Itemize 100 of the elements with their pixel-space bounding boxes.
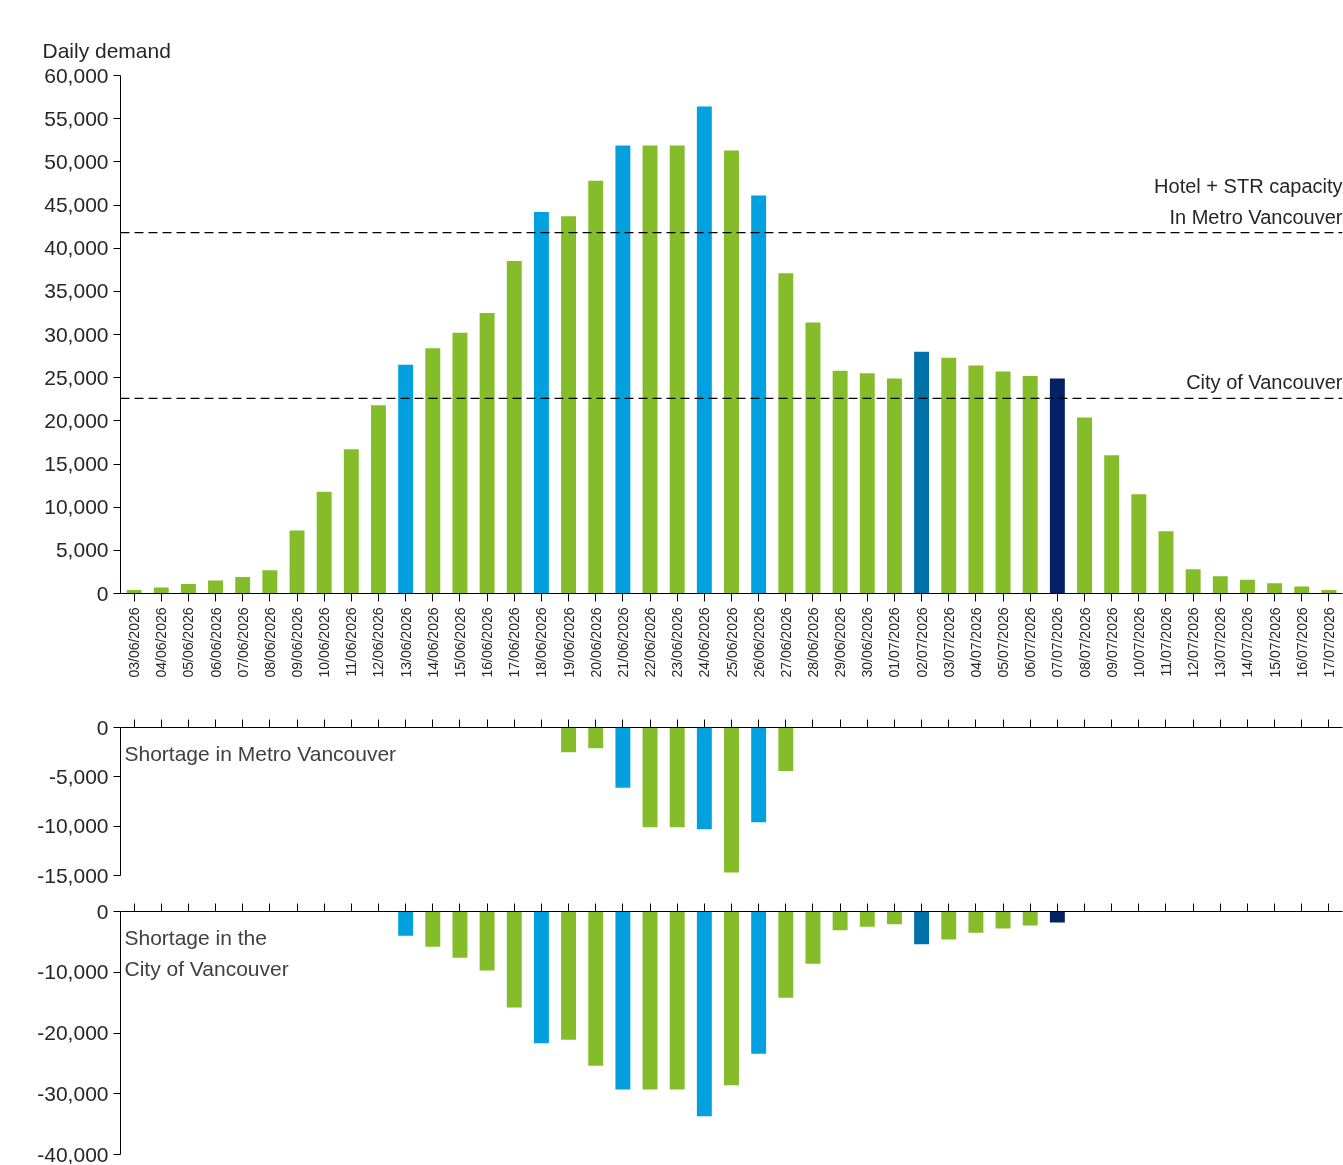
x-tick-label: 04/07/2026	[967, 607, 984, 678]
y-tick-label: 35,000	[44, 279, 109, 303]
x-tick-label: 24/06/2026	[696, 607, 713, 678]
bar	[343, 449, 359, 594]
x-tick-label: 14/07/2026	[1239, 607, 1256, 678]
x-tick-label: 16/07/2026	[1293, 607, 1310, 678]
x-tick-label: 12/07/2026	[1185, 607, 1202, 678]
x-tick-label: 06/07/2026	[1022, 607, 1039, 678]
bar	[832, 370, 848, 594]
x-tick-label: 10/06/2026	[316, 607, 333, 678]
bar	[642, 145, 658, 594]
x-tick-label: 19/06/2026	[560, 607, 577, 678]
x-tick-label: 16/06/2026	[479, 607, 496, 678]
y-tick-label: -20,000	[37, 1021, 109, 1044]
y-tick-label: 0	[96, 715, 109, 739]
x-tick-label: 03/07/2026	[940, 607, 957, 678]
y-tick-label: -40,000	[37, 1142, 109, 1165]
x-tick-label: 25/06/2026	[723, 607, 740, 678]
x-tick-label: 17/06/2026	[506, 607, 523, 678]
text: Shortage in Metro Vancouver	[124, 741, 397, 765]
x-tick-label: 11/06/2026	[343, 607, 360, 677]
bar	[533, 211, 549, 594]
y-tick-label: -10,000	[37, 960, 109, 984]
bar	[941, 357, 957, 594]
bar	[1185, 569, 1201, 594]
bar	[1077, 417, 1092, 594]
bar	[724, 150, 739, 594]
y-tick-label: 50,000	[44, 149, 109, 173]
x-tick-label: 28/06/2026	[804, 607, 821, 678]
x-tick-label: 09/07/2026	[1103, 607, 1120, 678]
x-tick-label: 15/07/2026	[1266, 607, 1283, 678]
y-tick-label: 45,000	[44, 193, 109, 216]
x-tick-label: 20/06/2026	[587, 607, 604, 678]
bar	[561, 216, 577, 594]
bar	[1267, 583, 1283, 594]
bar	[452, 332, 468, 594]
ref-line-label: Hotel + STR capacity In Metro Vancouver	[1154, 174, 1343, 228]
y-tick-label: 25,000	[44, 365, 109, 389]
x-tick-label: 23/06/2026	[669, 607, 686, 678]
x-tick-label: 26/06/2026	[750, 607, 767, 678]
x-tick-label: 03/06/2026	[126, 607, 143, 678]
y-tick-label: -5,000	[48, 764, 109, 788]
bar	[180, 584, 196, 594]
bar	[886, 378, 902, 594]
x-tick-label: 11/07/2026	[1157, 607, 1174, 677]
x-tick-label: 08/07/2026	[1076, 607, 1093, 678]
bar	[995, 371, 1011, 594]
y-tick-label: 0	[96, 581, 109, 605]
bar	[751, 195, 767, 594]
x-tick-label: 04/06/2026	[153, 607, 170, 678]
bar	[1212, 576, 1228, 594]
y-tick-label: 10,000	[44, 495, 109, 519]
y-tick-label: 60,000	[44, 63, 109, 87]
x-tick-label: 02/07/2026	[913, 607, 930, 678]
bar	[1131, 494, 1147, 594]
bar	[1022, 375, 1038, 594]
y-tick-label: 20,000	[44, 408, 109, 432]
x-tick-label: 27/06/2026	[777, 607, 794, 678]
bar	[859, 373, 875, 594]
x-tick-label: 30/06/2026	[859, 607, 876, 678]
y-tick-label: 30,000	[44, 322, 109, 346]
bar	[914, 351, 930, 594]
x-tick-label: 13/07/2026	[1212, 607, 1229, 678]
bar	[1104, 455, 1120, 594]
bar	[696, 106, 712, 594]
ref-line-label: City of Vancouver	[1186, 371, 1343, 394]
x-tick-label: 13/06/2026	[397, 607, 414, 678]
bar	[669, 145, 685, 594]
bar	[208, 580, 224, 594]
bar	[398, 364, 414, 594]
bar	[153, 587, 169, 594]
bar	[588, 180, 604, 594]
y-tick-label: 5,000	[55, 538, 109, 562]
x-tick-label: 01/07/2026	[886, 607, 903, 678]
x-tick-label: 29/06/2026	[832, 607, 849, 678]
x-tick-label: 12/06/2026	[370, 607, 387, 678]
x-tick-label: 15/06/2026	[451, 607, 468, 678]
x-tick-label: 09/06/2026	[289, 607, 306, 678]
x-tick-label: 10/07/2026	[1130, 607, 1147, 678]
x-tick-label: 14/06/2026	[424, 607, 441, 678]
bar	[262, 570, 278, 594]
bar	[506, 261, 522, 594]
y-axis-title: Daily demand	[42, 38, 171, 62]
bar	[805, 322, 821, 594]
y-tick-label: -10,000	[37, 814, 109, 838]
y-tick-label: -15,000	[37, 863, 109, 887]
bar	[615, 145, 631, 594]
x-tick-label: 06/06/2026	[207, 607, 224, 678]
x-tick-label: 08/06/2026	[261, 607, 278, 678]
bar	[778, 273, 794, 594]
bar	[371, 405, 386, 594]
x-tick-label: 22/06/2026	[642, 607, 659, 678]
x-tick-label: 05/06/2026	[180, 607, 197, 678]
y-tick-label: 55,000	[44, 106, 109, 130]
x-tick-label: 05/07/2026	[995, 607, 1012, 678]
bar	[235, 577, 251, 594]
bar	[316, 491, 332, 594]
text: Shortage in the City of Vancouver	[124, 925, 289, 980]
x-tick-label: 07/06/2026	[234, 607, 251, 678]
x-tick-label: 21/06/2026	[614, 607, 631, 678]
